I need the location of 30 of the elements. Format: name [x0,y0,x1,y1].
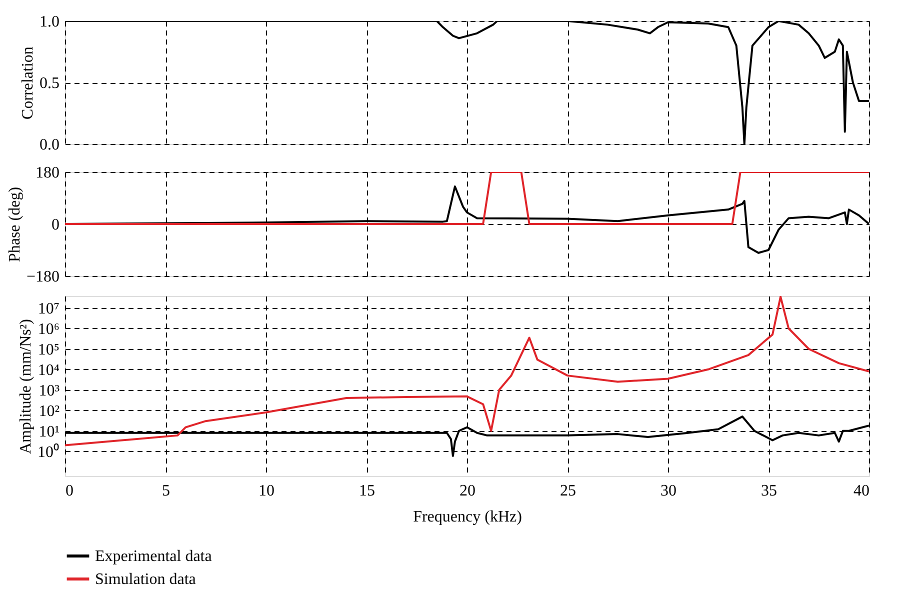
y-tick-label: 10³ [38,382,60,400]
y-tick-label: 10⁰ [38,442,60,461]
x-axis-title: Frequency (kHz) [413,508,522,526]
y-tick-label: 10¹ [38,423,60,440]
x-tick-label: 35 [761,482,777,500]
x-tick-label: 40 [854,482,870,500]
y-tick-label: 10⁶ [38,320,60,338]
y-tick-label: 10⁵ [38,341,60,358]
y-tick-label: 0 [52,216,60,234]
y-tick-label: −180 [26,268,60,286]
y-axis-title: Correlation [20,46,36,120]
y-tick-label: 10⁷ [38,300,60,318]
legend-label: Experimental data [95,548,212,565]
y-tick-label: 180 [36,164,60,182]
x-tick-label: 5 [162,482,170,500]
y-tick-label: 10² [38,402,60,420]
y-tick-label: 10⁴ [38,362,60,379]
y-tick-label: 0.5 [40,75,60,92]
line-series [65,296,869,446]
legend-label: Simulation data [95,571,196,588]
y-axis-title: Phase (deg) [6,186,24,262]
y-tick-label: 1.0 [40,14,60,30]
y-tick-label: 0.0 [40,136,60,154]
x-tick-label: 0 [66,482,74,500]
x-tick-label: 10 [258,482,274,500]
x-tick-label: 30 [660,482,676,500]
x-tick-label: 15 [359,482,375,500]
x-tick-label: 25 [560,482,576,500]
x-tick-label: 20 [460,482,476,500]
y-axis-title: Amplitude (mm/Ns²) [18,318,34,454]
